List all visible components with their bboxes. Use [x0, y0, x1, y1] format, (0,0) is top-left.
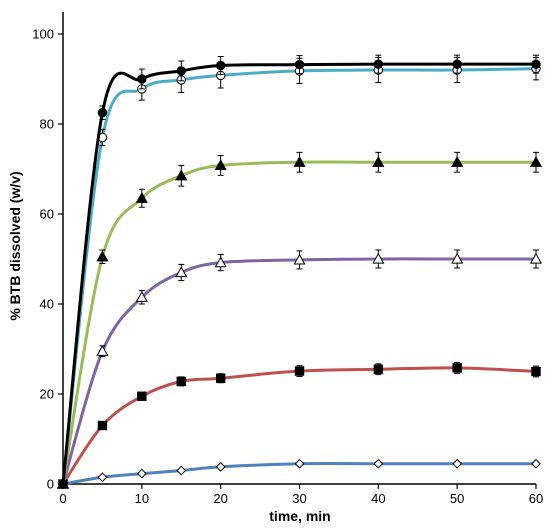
data-point	[137, 391, 147, 401]
data-point	[451, 252, 464, 264]
data-point	[175, 169, 188, 181]
data-point	[137, 74, 147, 84]
x-tick-label: 30	[292, 491, 306, 506]
data-point	[293, 253, 306, 265]
x-tick-label: 50	[450, 491, 464, 506]
series-line	[61, 67, 538, 486]
data-point	[215, 373, 226, 383]
data-point	[294, 366, 305, 376]
data-point	[58, 479, 68, 489]
y-tick-label: 80	[40, 117, 54, 132]
y-axis-title: % BTB dissolved (w/v)	[7, 171, 23, 320]
data-point	[214, 159, 227, 171]
data-point	[452, 59, 462, 69]
x-tick-label: 60	[529, 491, 543, 506]
data-point	[294, 59, 305, 70]
data-point	[96, 250, 109, 262]
data-point	[175, 266, 188, 278]
series-4	[56, 249, 543, 489]
series-3	[56, 151, 543, 489]
data-point	[531, 366, 541, 377]
data-point	[97, 420, 108, 431]
data-point	[136, 468, 147, 479]
data-point	[452, 363, 462, 373]
data-point	[97, 472, 108, 483]
y-tick-label: 0	[47, 477, 54, 492]
data-point	[531, 458, 541, 469]
data-point	[135, 291, 148, 302]
y-tick-label: 100	[32, 27, 54, 42]
series-line	[61, 160, 538, 486]
x-tick-label: 40	[371, 491, 385, 506]
data-point	[135, 192, 148, 203]
series-1	[58, 54, 541, 489]
x-tick-label: 10	[135, 491, 149, 506]
data-point	[293, 156, 306, 167]
series-2	[58, 56, 541, 489]
data-point	[372, 156, 385, 167]
data-point	[96, 345, 109, 356]
y-tick-label: 60	[40, 207, 54, 222]
x-tick-label: 0	[59, 491, 66, 506]
y-tick-label: 20	[40, 387, 54, 402]
data-point	[214, 256, 227, 268]
x-axis-title: time, min	[269, 508, 330, 524]
ticks: 0 20 40 60 80 100 0 10 20 30 40 50 60	[32, 27, 543, 507]
data-point	[215, 461, 226, 472]
data-point	[176, 66, 186, 76]
data-point	[176, 465, 187, 476]
data-point	[372, 252, 385, 264]
series-line	[61, 462, 538, 486]
data-point	[215, 60, 226, 71]
data-point	[531, 59, 541, 69]
data-point	[294, 458, 305, 469]
data-point	[529, 252, 543, 264]
data-point	[176, 376, 186, 387]
data-point	[373, 59, 384, 69]
series-layer	[56, 54, 543, 489]
data-point	[451, 156, 464, 167]
series-line	[61, 62, 538, 486]
x-tick-label: 20	[213, 491, 227, 506]
data-point	[97, 108, 108, 118]
data-point	[373, 458, 384, 469]
data-point	[452, 458, 463, 469]
y-tick-label: 40	[40, 297, 54, 312]
data-point	[373, 364, 384, 374]
series-5	[58, 362, 541, 489]
data-point	[529, 156, 543, 167]
